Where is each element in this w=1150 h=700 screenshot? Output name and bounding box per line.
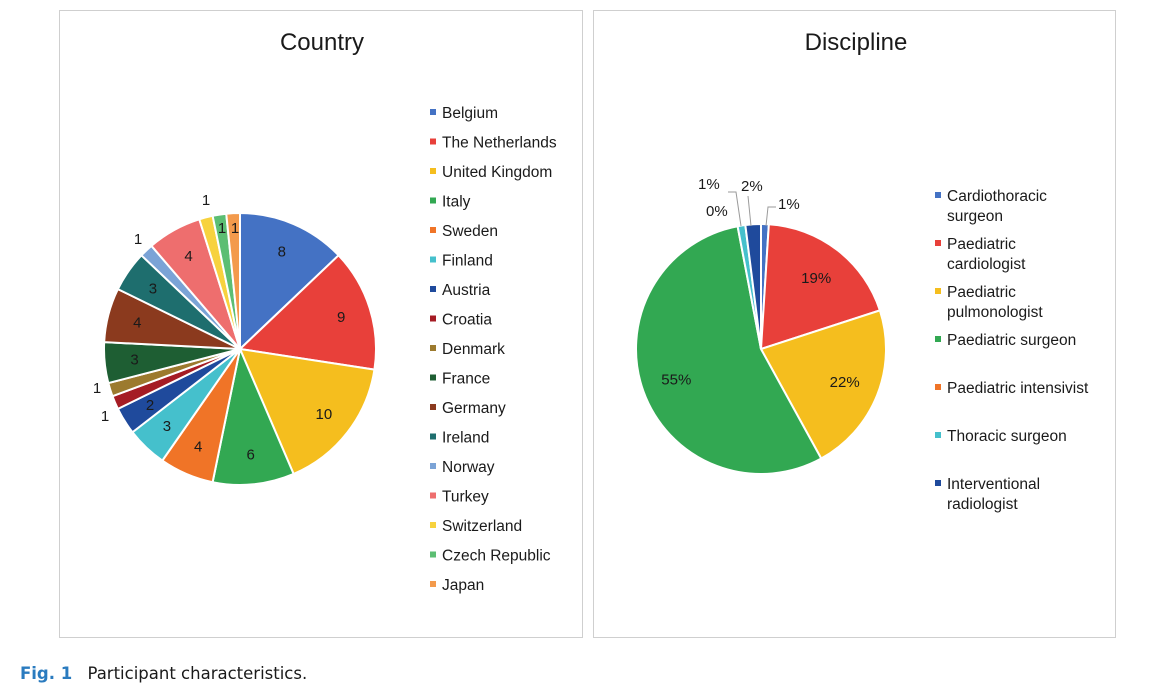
pie-slice-the-netherlands	[237, 253, 377, 371]
legend-label-finland: Finland	[442, 253, 493, 270]
legend-label-paediatric-pulmonologist-line-2: pulmonologist	[947, 304, 1043, 321]
data-label-czech-republic: 1	[218, 220, 226, 237]
data-label-thoracic-surgeon: 1%	[698, 176, 720, 193]
data-label-norway: 1	[134, 231, 142, 248]
legend-label-cardiothoracic-surgeon-line-1: Cardiothoracic	[947, 188, 1047, 205]
pie-slice-paediatric-surgeon	[635, 225, 823, 475]
legend-label-denmark: Denmark	[442, 341, 505, 358]
legend-swatch-germany	[430, 404, 436, 410]
legend-swatch-switzerland	[430, 522, 436, 528]
legend-swatch-czech-republic	[430, 551, 436, 558]
data-label-ireland: 3	[149, 280, 157, 297]
pie-slice-belgium	[239, 211, 340, 352]
data-label-sweden: 4	[194, 439, 202, 456]
legend-label-paediatric-pulmonologist-line-1: Paediatric	[947, 284, 1016, 301]
figure-number: Fig. 1	[20, 664, 73, 683]
legend-label-switzerland: Switzerland	[442, 518, 522, 535]
data-label-japan: 1	[231, 220, 239, 237]
legend-swatch-thoracic-surgeon	[935, 432, 941, 438]
figure-caption-text: Participant characteristics.	[87, 664, 308, 683]
legend-label-paediatric-surgeon: Paediatric surgeon	[947, 332, 1076, 349]
legend-swatch-interventional-radiologist	[935, 480, 941, 486]
discipline-pie-chart: Discipline 1% 19% 22% 55% 0% 1% 2% Cardiothoraci…	[635, 29, 1089, 513]
legend-label-germany: Germany	[442, 400, 506, 417]
figure-caption: Fig. 1 Participant characteristics.	[20, 664, 307, 683]
legend-label-thoracic-surgeon: Thoracic surgeon	[947, 428, 1067, 445]
data-label-france: 3	[130, 352, 138, 369]
legend-label-paediatric-cardiologist-line-2: cardiologist	[947, 256, 1026, 273]
legend-swatch-austria	[430, 286, 436, 292]
legend-swatch-cardiothoracic-surgeon	[935, 192, 941, 198]
legend-swatch-france	[430, 374, 436, 381]
legend-swatch-denmark	[430, 345, 436, 351]
pie-slice-interventional-radiologist	[744, 222, 762, 350]
data-label-italy: 6	[247, 447, 255, 464]
country-chart-panel: Country 8 9 10 6 4 3 2 1 1 3 4 3 1 4 1 1 1 Belgium The Neth…	[59, 10, 583, 638]
legend-label-ireland: Ireland	[442, 430, 489, 447]
legend-label-france: France	[442, 371, 490, 388]
data-label-interventional-radiologist: 2%	[741, 178, 763, 195]
leader-line-cardiothoracic-surgeon	[765, 206, 776, 227]
legend-swatch-the-netherlands	[430, 138, 436, 145]
legend-label-cardiothoracic-surgeon-line-2: surgeon	[947, 208, 1003, 225]
data-label-germany: 4	[133, 314, 141, 331]
legend-label-croatia: Croatia	[442, 312, 492, 329]
pie-slice-italy	[211, 345, 295, 487]
legend-label-italy: Italy	[442, 194, 471, 211]
legend-swatch-croatia	[430, 315, 436, 322]
legend-swatch-paediatric-pulmonologist	[935, 288, 941, 294]
data-label-denmark: 1	[93, 380, 101, 397]
legend-label-japan: Japan	[442, 577, 484, 594]
pie-slice-paediatric-cardiologist	[759, 223, 882, 351]
legend-swatch-italy	[430, 197, 436, 204]
data-label-austria: 2	[146, 397, 154, 414]
legend-swatch-united-kingdom	[430, 168, 436, 174]
legend-swatch-finland	[430, 256, 436, 263]
legend-swatch-ireland	[430, 433, 436, 440]
pie-slice-paediatric-pulmonologist	[759, 309, 887, 460]
leader-line-thoracic-surgeon	[728, 191, 742, 227]
legend-swatch-paediatric-surgeon	[935, 336, 941, 342]
legend-label-paediatric-intensivist: Paediatric intensivist	[947, 380, 1089, 397]
legend-label-interventional-radiologist-line-1: Interventional	[947, 476, 1040, 493]
chart-title: Country	[280, 29, 364, 56]
data-label-paediatric-pulmonologist: 22%	[830, 374, 860, 391]
legend-label-austria: Austria	[442, 282, 491, 299]
pie-slice-japan	[225, 211, 241, 350]
legend-label-czech-republic: Czech Republic	[442, 548, 551, 565]
data-label-the-netherlands: 9	[337, 309, 345, 326]
legend-label-paediatric-cardiologist-line-1: Paediatric	[947, 236, 1016, 253]
legend-swatch-belgium	[430, 109, 436, 115]
data-label-belgium: 8	[278, 244, 286, 261]
legend-swatch-norway	[430, 463, 436, 469]
data-label-paediatric-cardiologist: 19%	[801, 270, 831, 287]
legend-label-turkey: Turkey	[442, 489, 489, 506]
legend-label-the-netherlands: The Netherlands	[442, 135, 557, 152]
data-label-finland: 3	[163, 418, 171, 435]
pie-slice-united-kingdom	[238, 347, 376, 476]
legend-label-sweden: Sweden	[442, 223, 498, 240]
legend-swatch-turkey	[430, 492, 436, 499]
legend-swatch-paediatric-cardiologist	[935, 240, 941, 246]
legend-label-norway: Norway	[442, 459, 495, 476]
discipline-chart-panel: Discipline 1% 19% 22% 55% 0% 1% 2% Cardiothoraci…	[593, 10, 1116, 638]
data-label-paediatric-intensivist: 0%	[706, 203, 728, 220]
legend-swatch-japan	[430, 581, 436, 587]
chart-title: Discipline	[805, 29, 908, 56]
data-label-turkey: 4	[184, 248, 192, 265]
data-label-croatia: 1	[101, 408, 109, 425]
data-label-paediatric-surgeon: 55%	[661, 372, 691, 389]
data-label-united-kingdom: 10	[316, 406, 333, 423]
leader-line-interventional-radiologist	[747, 195, 752, 227]
legend-label-belgium: Belgium	[442, 105, 498, 122]
legend-swatch-sweden	[430, 227, 436, 233]
legend-swatch-paediatric-intensivist	[935, 384, 941, 390]
legend-label-interventional-radiologist-line-2: radiologist	[947, 496, 1018, 513]
data-label-cardiothoracic-surgeon: 1%	[778, 196, 800, 213]
legend-label-united-kingdom: United Kingdom	[442, 164, 552, 181]
data-label-switzerland: 1	[202, 192, 210, 209]
